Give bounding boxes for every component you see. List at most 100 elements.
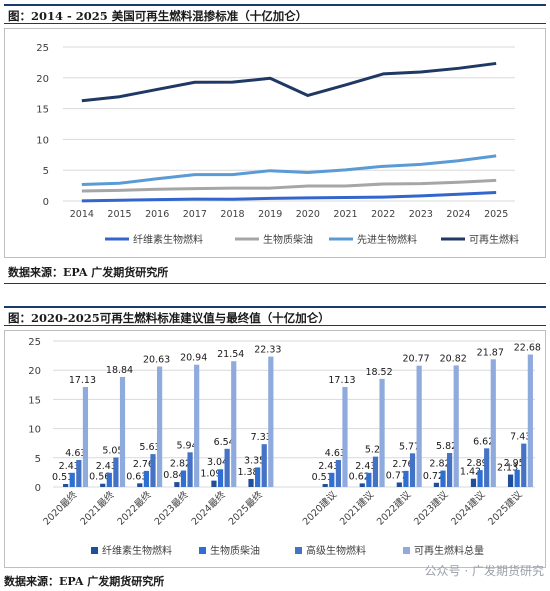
- x-tick-label: 2021建议: [337, 488, 376, 527]
- data-label: 2.82: [429, 459, 450, 470]
- bar: [477, 470, 483, 487]
- data-label: 2.43: [355, 461, 376, 472]
- bar: [396, 482, 402, 487]
- data-label: 5.2: [365, 445, 380, 456]
- x-tick-label: 2018: [220, 209, 244, 220]
- legend-label: 可再生燃料总量: [414, 544, 484, 557]
- x-tick-label: 2020最终: [41, 488, 80, 527]
- x-tick-label: 2024建议: [448, 488, 487, 527]
- bar: [255, 467, 261, 487]
- bar: [527, 354, 533, 487]
- data-label: 3.35: [244, 455, 265, 466]
- legend-swatch: [199, 547, 206, 554]
- bar: [366, 472, 372, 487]
- legend-label: 纤维素生物燃料: [102, 544, 172, 557]
- bar: [453, 365, 459, 487]
- data-label: 7.33: [251, 432, 272, 443]
- legend-swatch: [295, 547, 302, 554]
- bar: [194, 364, 200, 487]
- data-label: 17.13: [328, 375, 355, 386]
- x-tick-label: 2024: [446, 209, 470, 220]
- bar: [76, 459, 82, 487]
- bar: [514, 469, 520, 487]
- y-tick-label: 5: [43, 166, 49, 177]
- bar: [69, 472, 75, 487]
- y-tick-label: 0: [43, 197, 49, 208]
- x-tick-label: 2022最终: [115, 488, 154, 527]
- x-tick-label: 2020: [296, 209, 320, 220]
- data-label: 1.09: [200, 469, 221, 480]
- x-tick-label: 2019: [258, 209, 282, 220]
- series-line: [81, 154, 497, 187]
- bar: [372, 456, 379, 487]
- data-label: 20.77: [403, 354, 430, 365]
- y-tick-label: 10: [36, 135, 49, 146]
- bar: [470, 478, 477, 487]
- data-label: 0.56: [89, 472, 110, 483]
- bar: [82, 386, 89, 487]
- x-tick-label: 2021最终: [78, 488, 117, 527]
- bar: [261, 444, 267, 487]
- series-line: [81, 61, 497, 103]
- bar: [490, 359, 496, 487]
- bar: [156, 366, 163, 487]
- chart2-frame: 0 5 10 15 20 25 0.51 2.43 4.63 17.13 2020最终 0.56 2.4…: [4, 330, 546, 568]
- legend-label: 可再生燃料: [469, 233, 519, 246]
- x-tick-label: 2025建议: [486, 488, 525, 527]
- y-tick-label: 0: [35, 483, 41, 494]
- legend-label: 纤维素生物燃料: [133, 233, 203, 246]
- data-label: 2.76: [133, 459, 154, 470]
- data-label: 4.63: [325, 448, 346, 459]
- bar: [403, 470, 409, 487]
- y-tick-label: 10: [28, 425, 41, 436]
- y-tick-label: 20: [28, 366, 41, 377]
- bar: [322, 484, 328, 487]
- bar: [416, 365, 422, 487]
- y-tick-label: 25: [36, 43, 49, 54]
- data-label: 5.82: [436, 441, 457, 452]
- x-tick-label: 2023最终: [152, 488, 191, 527]
- bar: [211, 480, 217, 487]
- data-label: 4.63: [65, 448, 86, 459]
- series-line: [81, 191, 497, 203]
- data-label: 2.89: [467, 458, 488, 469]
- x-tick-label: 2025最终: [226, 488, 265, 527]
- x-tick-label: 2023: [409, 209, 433, 220]
- chart1-frame: 0 5 10 15 20 25 2014 2015 2016 2017 2018 2019 2020 20…: [4, 28, 546, 258]
- bar: [447, 453, 453, 487]
- data-label: 2.43: [59, 461, 80, 472]
- bar: [187, 452, 193, 487]
- watermark: 公众号 · 广发期货研究: [424, 564, 544, 578]
- data-label: 5.94: [176, 440, 197, 451]
- data-label: 20.82: [440, 353, 467, 364]
- chart1-title: 图：2014 - 2025 美国可再生燃料混掺标准（十亿加仑）: [4, 4, 546, 24]
- series-line: [81, 178, 497, 193]
- chart2-bar-chart: 05101520250.512.434.6317.132020最终0.562.4…: [28, 337, 541, 557]
- bar: [335, 459, 341, 487]
- bar: [484, 448, 490, 487]
- bar: [268, 356, 274, 487]
- data-label: 2.76: [392, 459, 413, 470]
- legend-swatch: [91, 547, 98, 554]
- legend-label: 生物质柴油: [210, 544, 260, 557]
- bar: [113, 457, 119, 487]
- data-label: 0.63: [126, 471, 147, 482]
- data-label: 5.77: [399, 441, 420, 452]
- data-label: 0.51: [52, 472, 73, 483]
- bar: [507, 474, 514, 487]
- x-tick-label: 2017: [183, 209, 207, 220]
- legend-swatch: [403, 547, 410, 554]
- data-label: 2.43: [318, 461, 339, 472]
- bar: [100, 483, 106, 487]
- legend-label: 高级生物燃料: [306, 544, 366, 557]
- data-label: 22.33: [254, 345, 281, 356]
- y-tick-label: 5: [35, 454, 41, 465]
- data-label: 2.13: [497, 463, 518, 474]
- data-label: 20.94: [180, 353, 207, 364]
- data-label: 6.62: [473, 436, 494, 447]
- data-label: 6.54: [214, 437, 235, 448]
- y-tick-label: 15: [28, 395, 41, 406]
- divider: [4, 283, 546, 284]
- bar: [521, 443, 527, 487]
